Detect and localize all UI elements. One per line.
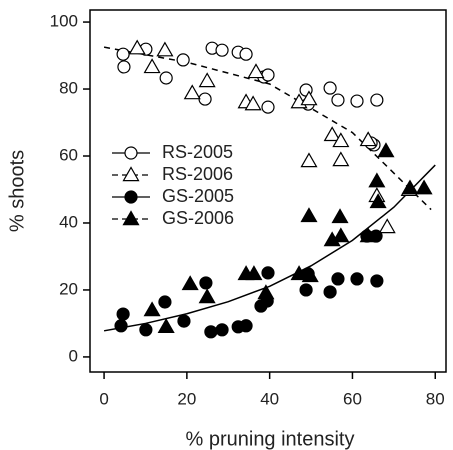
point: [198, 288, 216, 304]
point: [159, 71, 173, 85]
point: [323, 126, 341, 142]
legend-marker: [124, 190, 138, 204]
point: [116, 47, 130, 61]
point: [176, 53, 190, 67]
point: [139, 323, 153, 337]
y-tick-label: 20: [59, 279, 78, 298]
legend-label: RS-2006: [162, 164, 233, 184]
point: [401, 179, 419, 195]
fit-line: [103, 164, 436, 332]
point: [114, 319, 128, 333]
point: [198, 72, 216, 88]
legend-marker: [124, 146, 138, 160]
point: [377, 142, 395, 158]
point: [299, 283, 313, 297]
point: [369, 193, 387, 209]
point: [261, 266, 275, 280]
point: [261, 100, 275, 114]
y-tick-label: 40: [59, 212, 78, 231]
point: [350, 272, 364, 286]
point: [239, 319, 253, 333]
point: [300, 152, 318, 168]
point: [370, 93, 384, 107]
point: [359, 227, 377, 243]
y-tick-label: 0: [69, 346, 78, 365]
point: [332, 227, 350, 243]
point: [323, 285, 337, 299]
point: [261, 68, 275, 82]
point: [332, 132, 350, 148]
x-tick-label: 20: [177, 389, 196, 408]
point: [198, 92, 212, 106]
point: [370, 274, 384, 288]
point: [143, 58, 161, 74]
y-tick-label: 80: [59, 79, 78, 98]
y-tick-label: 60: [59, 145, 78, 164]
fit-line: [103, 46, 432, 211]
x-tick-label: 60: [343, 389, 362, 408]
point: [323, 81, 337, 95]
point: [378, 218, 396, 234]
legend-marker: [122, 166, 140, 182]
point: [157, 318, 175, 334]
point: [244, 95, 262, 111]
plot-frame: [89, 9, 447, 373]
point: [204, 325, 218, 339]
point: [300, 90, 318, 106]
point: [332, 151, 350, 167]
point: [247, 63, 265, 79]
legend-label: RS-2005: [162, 142, 233, 162]
point: [215, 323, 229, 337]
legend-label: GS-2006: [162, 208, 234, 228]
point: [143, 301, 161, 317]
legend-label: GS-2005: [162, 186, 234, 206]
x-tick-label: 0: [99, 389, 108, 408]
point: [117, 60, 131, 74]
point: [156, 41, 174, 57]
point: [177, 314, 191, 328]
point: [331, 208, 349, 224]
point: [215, 43, 229, 57]
point: [331, 93, 345, 107]
point: [331, 272, 345, 286]
x-tick-label: 80: [426, 389, 445, 408]
point: [183, 84, 201, 100]
point: [199, 276, 213, 290]
point: [116, 307, 130, 321]
point: [350, 94, 364, 108]
x-axis-label: % pruning intensity: [186, 428, 355, 450]
point: [290, 265, 308, 281]
point: [158, 295, 172, 309]
point: [301, 267, 319, 283]
point: [368, 172, 386, 188]
point: [181, 275, 199, 291]
y-axis-label: % shoots: [6, 150, 28, 232]
point: [300, 207, 318, 223]
legend-marker: [122, 210, 140, 226]
point: [415, 179, 433, 195]
point: [257, 284, 275, 300]
y-tick-label: 100: [50, 12, 78, 31]
point: [359, 131, 377, 147]
point: [128, 39, 146, 55]
point: [245, 265, 263, 281]
point: [239, 47, 253, 61]
x-tick-label: 40: [260, 389, 279, 408]
